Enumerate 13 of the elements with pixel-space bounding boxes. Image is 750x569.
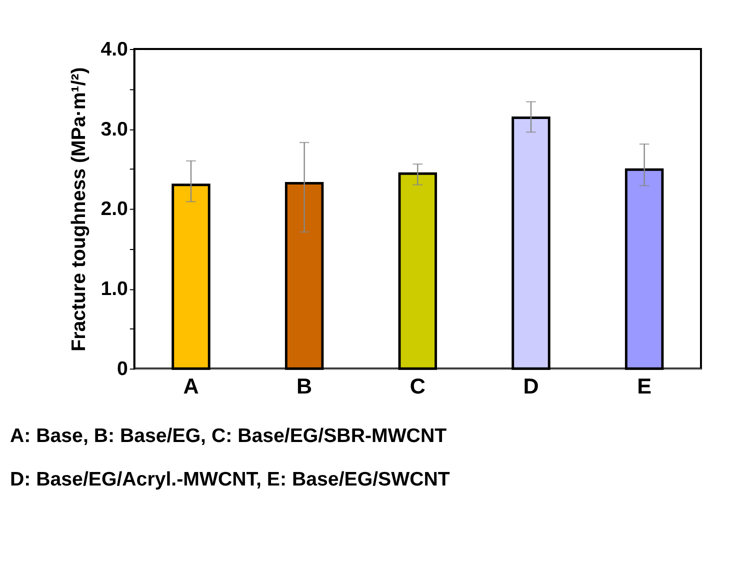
x-tick-label: B (296, 374, 312, 399)
x-tick-label: A (183, 374, 199, 399)
y-axis-title: Fracture toughness (MPa·m¹/²) (68, 67, 90, 352)
x-tick-label: C (410, 374, 426, 399)
text: D: Base/EG/Acryl.-MWCNT, E: Base/EG/SWCNT (10, 468, 450, 490)
y-tick-label: 4.0 (100, 38, 128, 60)
text: A: Base, B: Base/EG, C: Base/EG/SBR-MWCNT (10, 425, 447, 448)
y-tick-label: 2.0 (100, 198, 128, 220)
x-tick-label: D (523, 374, 539, 399)
y-tick-label: 1.0 (100, 278, 128, 300)
y-tick-label: 3.0 (100, 118, 128, 140)
y-tick-label: 0 (117, 358, 128, 380)
x-tick-label: E (637, 374, 652, 399)
